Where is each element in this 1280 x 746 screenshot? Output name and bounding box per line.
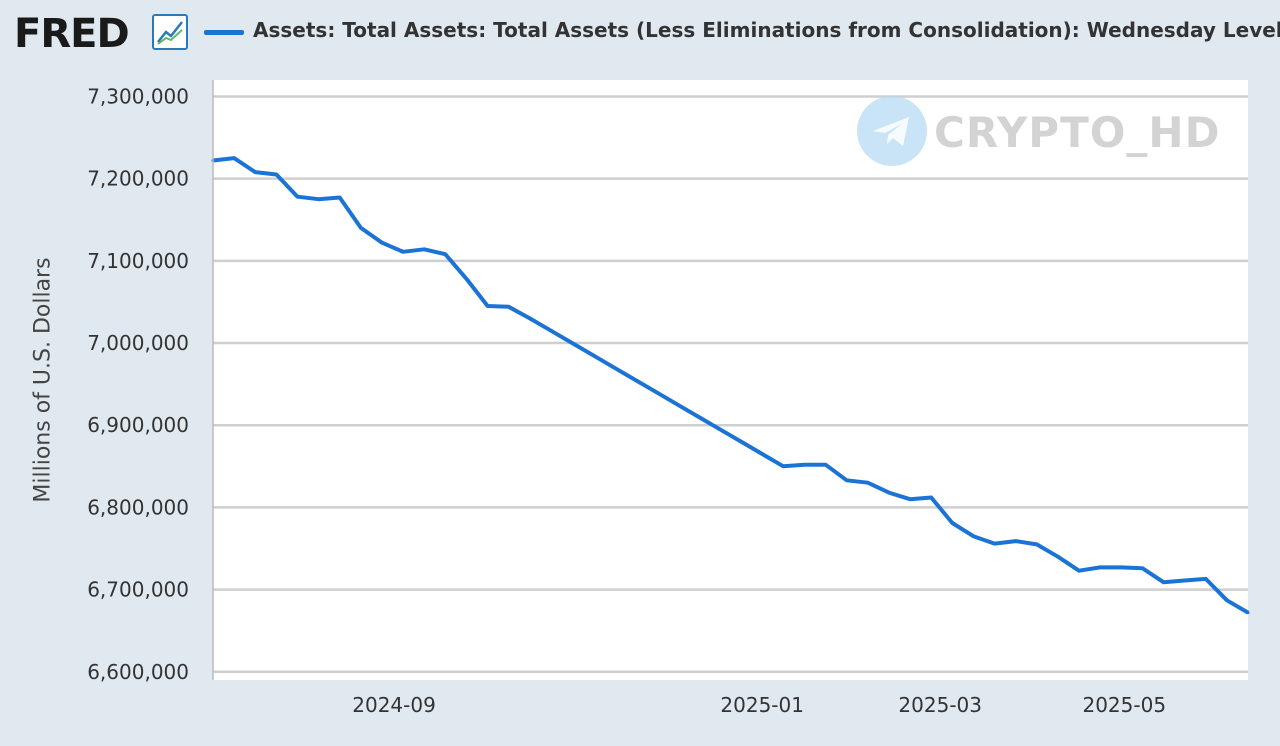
watermark-text: CRYPTO_HD <box>934 108 1221 157</box>
data-point <box>760 452 764 456</box>
data-point <box>718 427 722 431</box>
telegram-icon <box>857 96 927 166</box>
y-tick-label: 6,800,000 <box>87 495 189 519</box>
x-tick-label: 2025-05 <box>1082 693 1166 717</box>
data-point <box>253 170 257 174</box>
y-tick-label: 7,000,000 <box>87 331 189 355</box>
y-tick-label: 7,300,000 <box>87 84 189 108</box>
y-tick-label: 7,200,000 <box>87 167 189 191</box>
data-point <box>993 542 997 546</box>
fred-logo[interactable]: FRED <box>14 11 130 57</box>
data-point <box>1035 542 1039 546</box>
legend-swatch <box>204 30 244 35</box>
data-point <box>507 305 511 309</box>
chart-header: FRED Assets: Total Assets: Total Assets … <box>0 0 1280 62</box>
data-point <box>1162 580 1166 584</box>
data-point <box>1183 579 1187 583</box>
data-point <box>697 415 701 419</box>
data-point <box>591 353 595 357</box>
data-point <box>380 241 384 245</box>
y-tick-label: 6,700,000 <box>87 578 189 602</box>
data-point <box>1077 569 1081 573</box>
series-group <box>211 156 1250 615</box>
data-point <box>929 496 933 500</box>
data-point <box>676 403 680 407</box>
data-point <box>971 534 975 538</box>
x-tick-label: 2025-01 <box>720 693 804 717</box>
x-axis-ticks: 2024-09 2025-01 2025-03 2025-05 <box>352 693 1166 717</box>
data-point <box>633 378 637 382</box>
y-tick-label: 7,100,000 <box>87 249 189 273</box>
data-point <box>528 316 532 320</box>
legend-label: Assets: Total Assets: Total Assets (Less… <box>253 18 1280 42</box>
data-point <box>1140 566 1144 570</box>
data-point <box>274 173 278 177</box>
data-point <box>422 247 426 251</box>
data-point <box>1204 577 1208 581</box>
data-point <box>486 304 490 308</box>
data-point <box>338 196 342 200</box>
data-point <box>845 478 849 482</box>
series-line <box>212 156 1250 615</box>
data-point <box>317 197 321 201</box>
data-point <box>549 329 553 333</box>
line-chart-icon <box>152 14 188 50</box>
data-point <box>464 277 468 281</box>
data-point <box>781 464 785 468</box>
data-point <box>443 252 447 256</box>
data-point <box>1246 611 1250 615</box>
y-tick-label: 6,600,000 <box>87 660 189 684</box>
grid-lines <box>213 95 1248 674</box>
data-point <box>950 521 954 525</box>
plot-area <box>213 80 1248 680</box>
data-point <box>739 440 743 444</box>
y-tick-label: 6,900,000 <box>87 413 189 437</box>
data-point <box>295 195 299 199</box>
data-point <box>655 390 659 394</box>
data-point <box>1056 555 1060 559</box>
x-tick-label: 2024-09 <box>352 693 436 717</box>
data-point <box>401 250 405 254</box>
data-point <box>887 491 891 495</box>
data-point <box>802 463 806 467</box>
data-point <box>570 341 574 345</box>
data-point <box>232 156 236 160</box>
data-point <box>866 481 870 485</box>
x-tick-label: 2025-03 <box>898 693 982 717</box>
data-point <box>824 463 828 467</box>
data-point <box>359 226 363 230</box>
y-axis-ticks: 7,300,000 7,200,000 7,100,000 7,000,000 6,90… <box>87 84 189 683</box>
data-point <box>1225 598 1229 602</box>
data-point <box>908 497 912 501</box>
data-point <box>1014 539 1018 543</box>
data-point <box>1119 565 1123 569</box>
data-point <box>612 366 616 370</box>
data-point <box>1098 565 1102 569</box>
